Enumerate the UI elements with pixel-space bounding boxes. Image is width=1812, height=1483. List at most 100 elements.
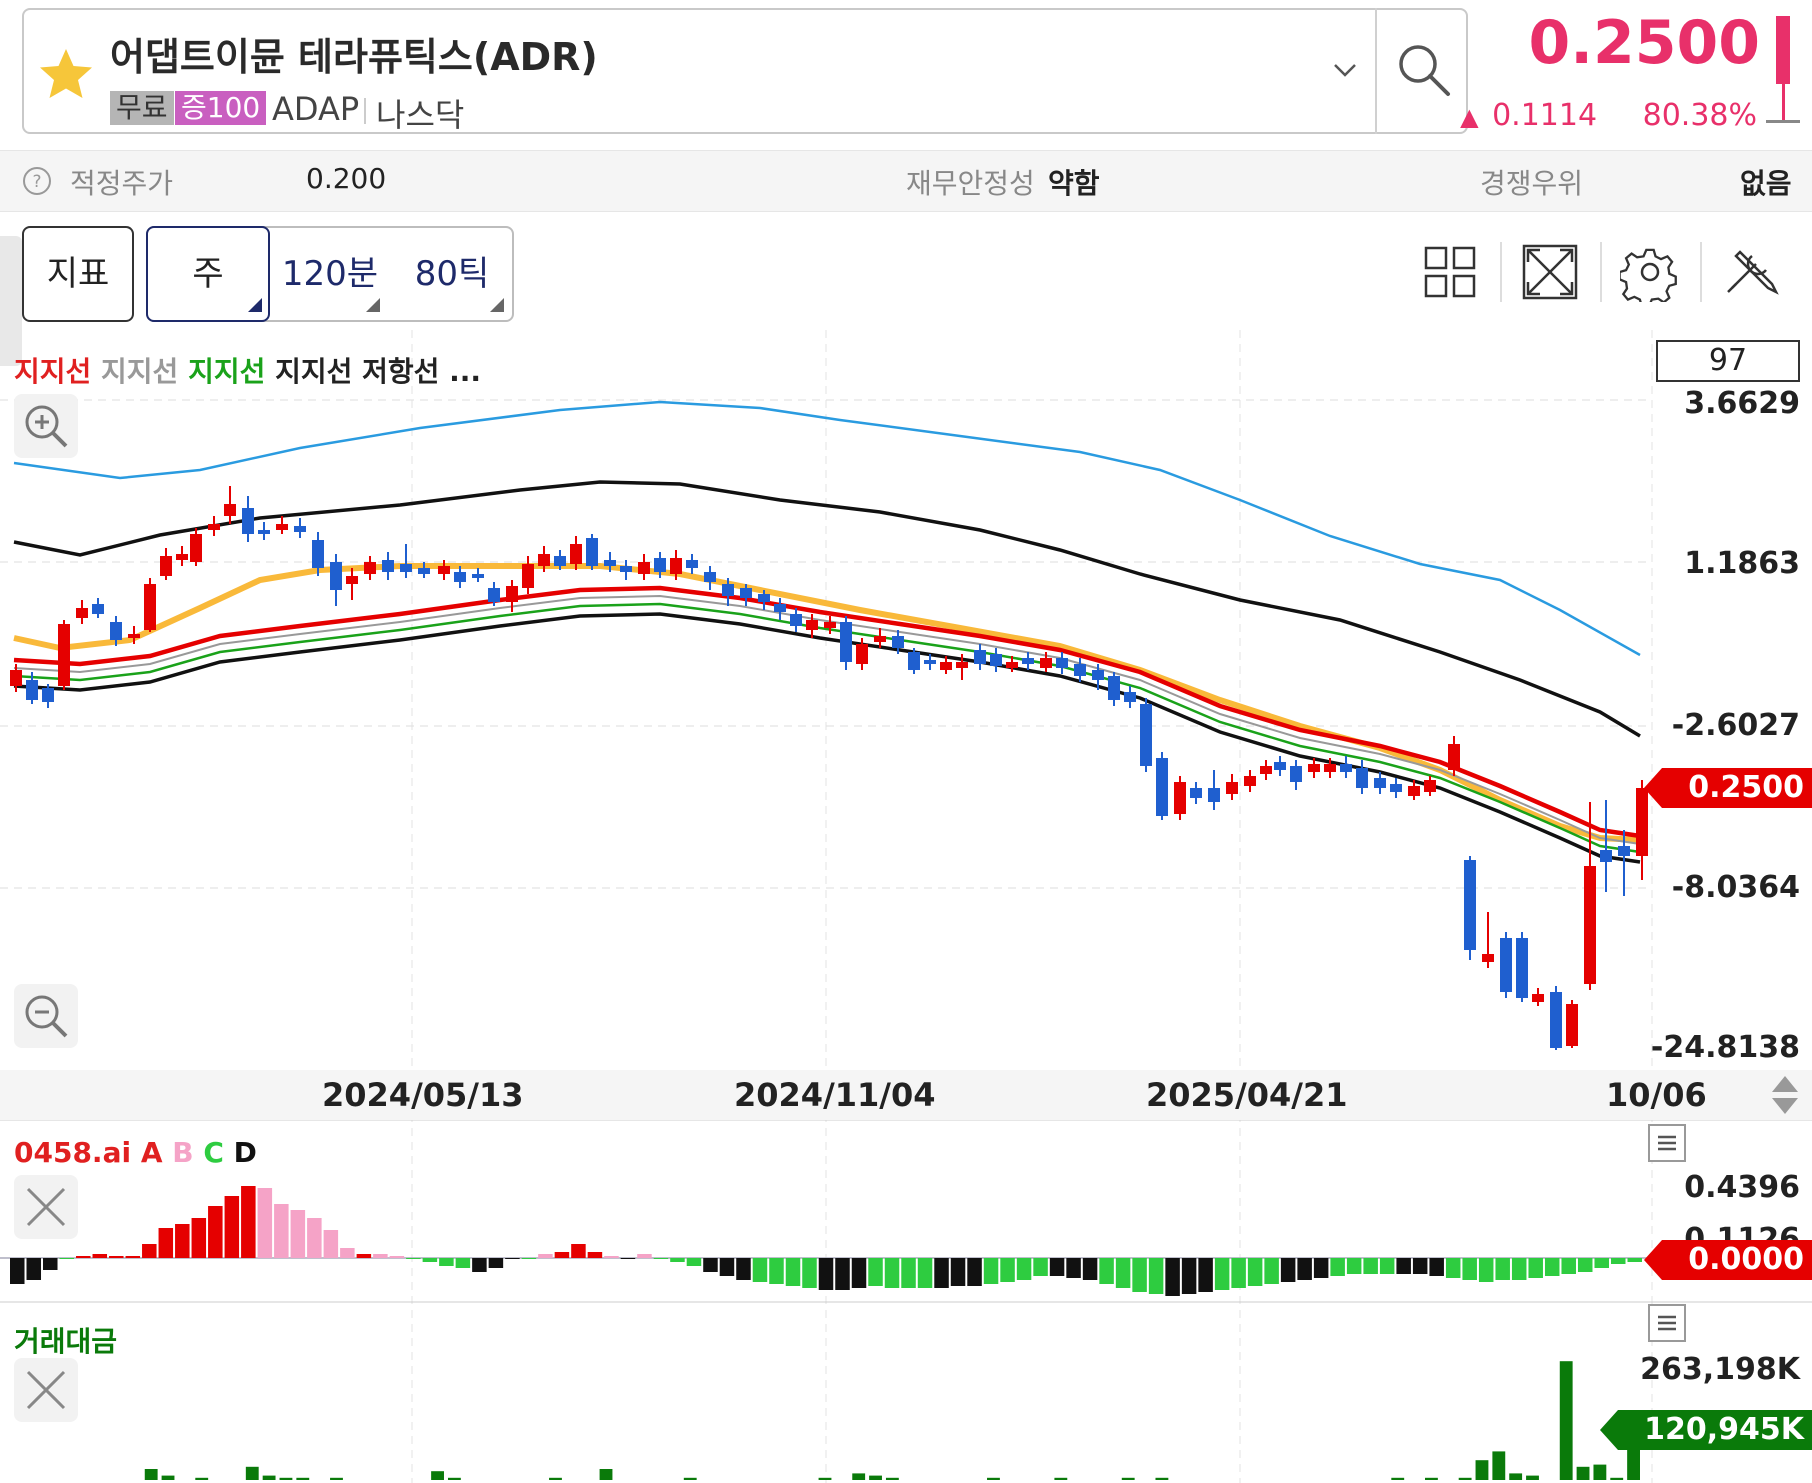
- candle-body: [1566, 1004, 1578, 1046]
- favorite-star-icon[interactable]: [36, 45, 96, 105]
- oscillator-bar: [637, 1254, 652, 1258]
- volume-title[interactable]: 거래대금: [14, 1325, 118, 1358]
- candle-body: [364, 562, 376, 574]
- candle-body: [1208, 788, 1220, 802]
- oscillator-bar: [1346, 1258, 1362, 1274]
- oscillator-bar: [521, 1258, 537, 1259]
- close-icon[interactable]: [14, 1358, 78, 1422]
- oscillator-title[interactable]: 0458.ai A B C D: [14, 1136, 257, 1169]
- volume-bar: [1576, 1466, 1590, 1480]
- change-value: 0.1114: [1492, 98, 1598, 133]
- candle-body: [128, 634, 140, 638]
- candle-body: [1550, 992, 1562, 1048]
- oscillator-bar: [1082, 1258, 1098, 1280]
- valuation-info-row: [0, 150, 1812, 212]
- zoom-out-icon: [25, 995, 68, 1038]
- candle-body: [874, 636, 886, 642]
- oscillator-bar: [191, 1218, 207, 1258]
- volume-bar: [852, 1473, 866, 1480]
- menu-icon[interactable]: [1648, 1304, 1686, 1342]
- candle-body: [522, 564, 534, 588]
- legend-item: 저항선: [362, 355, 440, 388]
- help-icon[interactable]: ?: [22, 166, 52, 196]
- candle-body: [774, 604, 786, 612]
- volume-y-label: 263,198K: [1640, 1352, 1800, 1387]
- volume-bar: [1593, 1464, 1607, 1480]
- oscillator-bar: [1313, 1258, 1329, 1278]
- candle-body: [740, 588, 752, 598]
- candle-body: [382, 560, 394, 572]
- search-icon[interactable]: [1392, 38, 1456, 102]
- oscillator-bar: [373, 1254, 388, 1258]
- candle-body: [110, 622, 122, 640]
- oscillator-bar: [1000, 1258, 1015, 1282]
- price-candle-icon: [1766, 120, 1800, 123]
- legend-item: 지지선: [101, 355, 179, 388]
- volume-current-tag: 120,945K: [1600, 1410, 1812, 1450]
- indicator-button[interactable]: 지표: [22, 226, 134, 322]
- zoom-out-button[interactable]: [14, 984, 78, 1048]
- oscillator-bar: [1033, 1258, 1048, 1276]
- oscillator-bar: [1148, 1258, 1164, 1294]
- candle-body: [1124, 692, 1136, 702]
- layout-grid-icon[interactable]: [1420, 242, 1480, 302]
- volume-bar: [1391, 1477, 1405, 1480]
- oscillator-bar: [323, 1230, 339, 1258]
- oscillator-bar: [1412, 1258, 1428, 1274]
- legend-item: 지지선: [188, 355, 266, 388]
- volume-bar: [279, 1477, 293, 1480]
- candle-body: [1056, 658, 1068, 668]
- chevron-down-icon[interactable]: [1330, 55, 1360, 85]
- candle-body: [1584, 866, 1596, 984]
- candle-body: [956, 662, 968, 668]
- zoom-in-button[interactable]: [14, 394, 78, 458]
- oscillator-bar: [950, 1258, 966, 1286]
- volume-bars: [144, 1361, 1640, 1480]
- candle-body: [892, 636, 904, 648]
- candle-count-box[interactable]: 97: [1656, 340, 1800, 382]
- oscillator-bar: [851, 1258, 867, 1288]
- oscillator-bar: [1181, 1258, 1197, 1294]
- date-axis[interactable]: [0, 1070, 1812, 1120]
- settings-gear-icon[interactable]: [1620, 242, 1680, 302]
- fullscreen-icon[interactable]: [1520, 242, 1580, 302]
- y-axis-label: -8.0364: [1671, 870, 1800, 905]
- volume-bar: [144, 1469, 158, 1480]
- scroll-updown-icon[interactable]: [1768, 1074, 1802, 1116]
- side-drawer-handle[interactable]: [0, 236, 22, 366]
- timeframe-80tick-button[interactable]: 80틱: [414, 254, 490, 294]
- candle-body: [1308, 764, 1320, 772]
- price-chart[interactable]: [0, 330, 1812, 1483]
- menu-icon[interactable]: [1648, 1124, 1686, 1162]
- candle-body: [1244, 776, 1256, 786]
- oscillator-bar: [1528, 1258, 1543, 1278]
- oscillator-name: 0458.ai: [14, 1136, 132, 1169]
- upper-band-line: [13, 400, 1641, 657]
- candle-body: [824, 622, 836, 628]
- y-axis-label: 1.1863: [1684, 546, 1800, 581]
- candle-body: [620, 566, 632, 572]
- oscillator-bar: [43, 1258, 58, 1270]
- legend-item: 지지선: [14, 355, 92, 388]
- oscillator-bar: [1049, 1258, 1065, 1276]
- volume-bar: [1458, 1477, 1472, 1480]
- oscillator-bar: [719, 1258, 735, 1276]
- competitive-advantage-label: 경쟁우위: [1480, 167, 1584, 200]
- oscillator-bar: [1577, 1258, 1593, 1272]
- oscillator-bar: [1396, 1258, 1411, 1274]
- timeframe-120m-button[interactable]: 120분: [281, 254, 379, 294]
- oscillator-bar: [1511, 1258, 1527, 1280]
- close-icon[interactable]: [14, 1175, 78, 1239]
- candle-body: [488, 588, 500, 602]
- oscillator-bar: [653, 1258, 669, 1259]
- oscillator-bar: [967, 1258, 982, 1286]
- oscillator-bar: [1115, 1258, 1131, 1288]
- candle-body: [974, 650, 986, 664]
- tools-icon[interactable]: [1722, 242, 1782, 302]
- divider: [1700, 242, 1702, 302]
- chart-legend[interactable]: 지지선 지지선 지지선 지지선 저항선 ...: [14, 350, 481, 390]
- oscillator-bar: [554, 1252, 570, 1258]
- candle-body: [554, 556, 566, 566]
- candle-body: [58, 624, 70, 686]
- oscillator-bar: [571, 1244, 586, 1258]
